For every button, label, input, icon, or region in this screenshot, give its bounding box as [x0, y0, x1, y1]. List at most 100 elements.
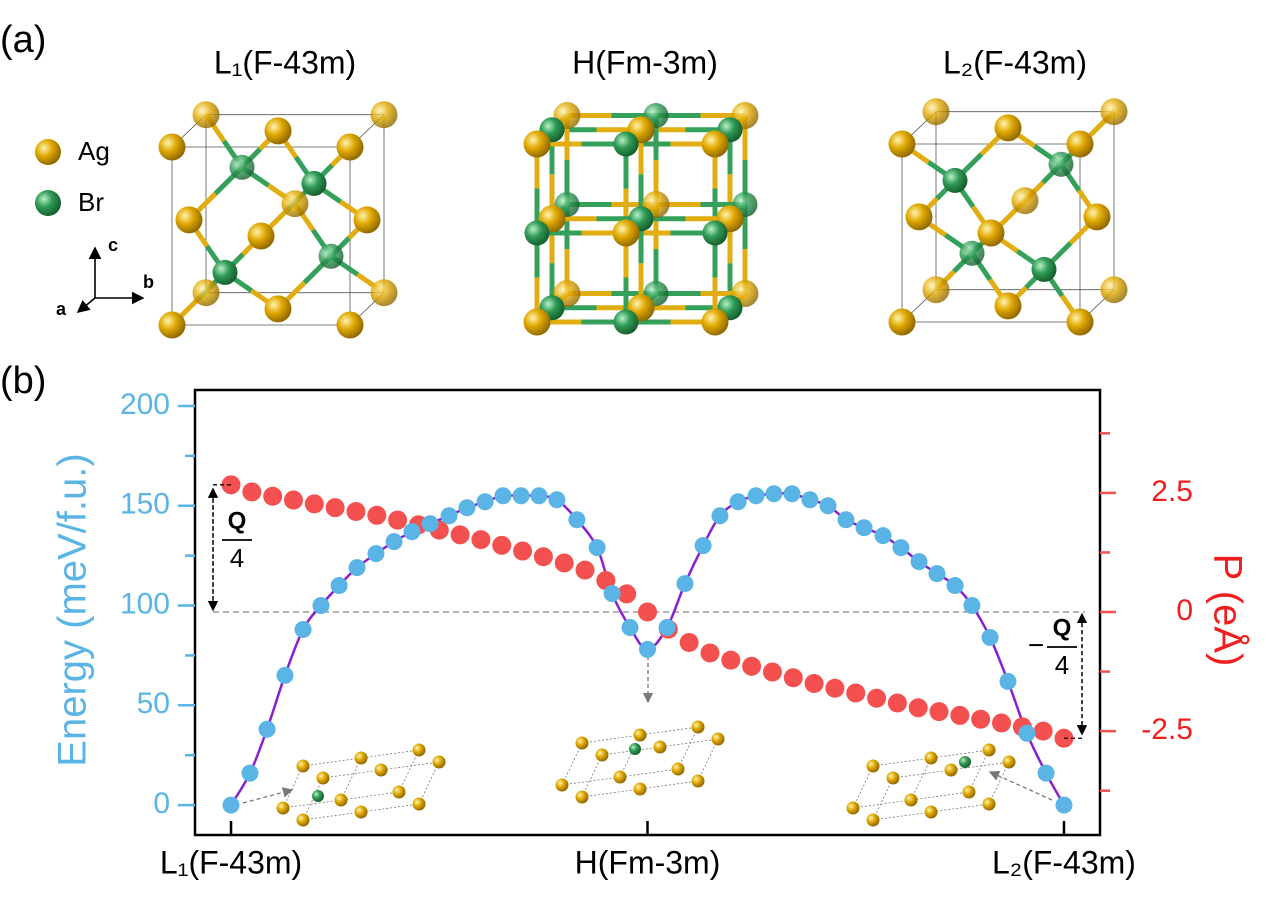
br-atom — [301, 170, 327, 196]
ag-atom — [158, 133, 186, 161]
ag-atom — [158, 311, 186, 339]
energy-point — [892, 539, 910, 557]
br-atom — [613, 309, 639, 335]
ag-atom — [336, 133, 364, 161]
polarization-point — [971, 709, 991, 729]
inset-ag — [924, 805, 938, 819]
inset-ag — [982, 797, 996, 811]
inset-ag — [633, 782, 647, 796]
energy-point — [458, 499, 476, 517]
energy-point — [1037, 764, 1055, 782]
energy-point — [1018, 724, 1036, 742]
br-atom — [613, 131, 639, 157]
br-atom — [1048, 151, 1074, 177]
energy-point — [530, 487, 548, 505]
energy-point — [588, 539, 606, 557]
ag-atom — [192, 279, 220, 307]
energy-point — [855, 519, 873, 537]
ag-atom — [175, 206, 203, 234]
polarization-point — [887, 693, 907, 713]
ag-atom — [922, 98, 950, 126]
ag-atom — [701, 308, 729, 336]
y-axis-label: Energy (meV/f.u.) — [51, 453, 95, 766]
energy-point — [801, 491, 819, 509]
annotation-denominator: 4 — [230, 543, 244, 573]
inset-ag — [846, 801, 860, 815]
polarization-point — [1033, 721, 1053, 741]
ag-atom — [264, 295, 292, 323]
inset-edge — [581, 780, 699, 798]
inset-br — [959, 756, 971, 768]
inset-ag — [412, 797, 426, 811]
ag-atom — [247, 222, 275, 250]
br-atom — [942, 167, 968, 193]
inset-edge — [988, 761, 1010, 805]
inset-edge — [398, 749, 420, 793]
br-atom — [212, 259, 238, 285]
inset-ag — [276, 801, 290, 815]
annotation-sign: − — [1028, 629, 1044, 660]
polarization-point — [325, 498, 345, 518]
inset-edge — [302, 749, 420, 767]
polarization-point — [1054, 728, 1074, 748]
inset-ag — [866, 813, 880, 827]
polarization-point — [221, 475, 241, 495]
inset-edge — [340, 757, 362, 801]
y-tick-label: 100 — [120, 587, 170, 620]
br-atom — [524, 220, 550, 246]
axis-letter: a — [56, 299, 67, 319]
structure-title: L₁(F-43m) — [214, 44, 356, 80]
legend-label: Br — [78, 187, 104, 217]
legend-ag — [35, 139, 61, 165]
inset-ag — [575, 790, 589, 804]
inset-edge — [910, 757, 932, 801]
inset-ag — [711, 732, 725, 746]
polarization-point — [263, 486, 283, 506]
inset-br — [312, 790, 324, 802]
inset-ag — [633, 728, 647, 742]
ag-atom — [281, 190, 309, 218]
polarization-point — [742, 656, 762, 676]
inset-ag — [432, 755, 446, 769]
inset-edge — [302, 803, 420, 821]
ag-atom — [370, 101, 398, 129]
inset-ag — [392, 785, 406, 799]
energy-point — [711, 507, 729, 525]
inset-ag — [575, 736, 589, 750]
y-tick-label: 50 — [137, 687, 170, 720]
inset-ag — [296, 813, 310, 827]
energy-point — [747, 487, 765, 505]
structure-title: H(Fm-3m) — [572, 44, 718, 80]
inset-ag — [886, 771, 900, 785]
ag-atom — [888, 130, 916, 158]
inset-edge — [872, 777, 894, 821]
inset-edge — [872, 749, 990, 767]
ag-atom — [192, 101, 220, 129]
polarization-point — [617, 584, 637, 604]
inset-ag — [1002, 755, 1016, 769]
ag-atom — [523, 130, 551, 158]
inset-edge — [282, 765, 304, 809]
energy-point — [928, 565, 946, 583]
inset-edge — [619, 734, 641, 778]
polarization-point — [929, 702, 949, 722]
inset-ag — [595, 748, 609, 762]
br-atom — [229, 154, 255, 180]
polarization-point — [721, 650, 741, 670]
legend-label: Ag — [78, 136, 110, 166]
pointer-arrow — [988, 771, 1053, 801]
ag-atom — [994, 114, 1022, 142]
energy-point — [276, 666, 294, 684]
energy-point — [476, 493, 494, 511]
inset-edge — [418, 761, 440, 805]
polarization-point — [367, 505, 387, 525]
energy-point — [440, 507, 458, 525]
energy-point — [874, 527, 892, 545]
y-tick-label: 200 — [120, 388, 170, 421]
x-tick-label: L₁(F-43m) — [160, 844, 302, 880]
polarization-point — [804, 673, 824, 693]
energy-point — [639, 640, 656, 658]
panel-label: (b) — [0, 360, 46, 402]
ag-atom — [353, 206, 381, 234]
